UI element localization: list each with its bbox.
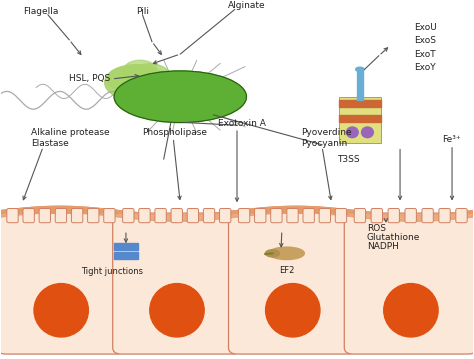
FancyBboxPatch shape xyxy=(255,209,266,223)
Text: Pili: Pili xyxy=(136,7,149,16)
FancyBboxPatch shape xyxy=(88,209,99,223)
FancyBboxPatch shape xyxy=(287,209,298,223)
FancyBboxPatch shape xyxy=(55,209,67,223)
FancyBboxPatch shape xyxy=(405,209,416,223)
Text: T3SS: T3SS xyxy=(337,154,359,163)
FancyBboxPatch shape xyxy=(271,209,282,223)
FancyBboxPatch shape xyxy=(344,213,474,354)
FancyBboxPatch shape xyxy=(388,209,400,223)
FancyBboxPatch shape xyxy=(0,213,125,354)
Text: Pyoverdine: Pyoverdine xyxy=(301,128,351,137)
Text: Pyocyanin: Pyocyanin xyxy=(301,139,347,148)
Text: Alginate: Alginate xyxy=(228,1,265,10)
Bar xyxy=(114,243,138,250)
Text: NADPH: NADPH xyxy=(367,242,399,251)
Ellipse shape xyxy=(124,60,156,80)
FancyBboxPatch shape xyxy=(171,209,182,223)
Ellipse shape xyxy=(269,247,304,260)
FancyBboxPatch shape xyxy=(456,209,467,223)
FancyBboxPatch shape xyxy=(23,209,34,223)
FancyBboxPatch shape xyxy=(371,209,383,223)
Text: Glutathione: Glutathione xyxy=(367,233,420,242)
Ellipse shape xyxy=(356,67,364,71)
Text: Flagella: Flagella xyxy=(23,7,59,16)
Ellipse shape xyxy=(150,284,204,337)
FancyBboxPatch shape xyxy=(219,209,231,223)
FancyBboxPatch shape xyxy=(187,209,199,223)
FancyBboxPatch shape xyxy=(238,209,250,223)
Text: Exotoxin A: Exotoxin A xyxy=(218,119,266,128)
Ellipse shape xyxy=(346,127,358,137)
FancyBboxPatch shape xyxy=(319,209,330,223)
FancyBboxPatch shape xyxy=(104,209,115,223)
FancyBboxPatch shape xyxy=(7,209,18,223)
FancyBboxPatch shape xyxy=(123,209,134,223)
Text: Fe³⁺: Fe³⁺ xyxy=(443,135,461,144)
Text: Alkaline protease: Alkaline protease xyxy=(31,128,110,137)
Ellipse shape xyxy=(128,64,171,90)
Ellipse shape xyxy=(265,250,280,257)
FancyBboxPatch shape xyxy=(335,209,346,223)
Bar xyxy=(338,97,381,143)
Ellipse shape xyxy=(384,284,438,337)
FancyBboxPatch shape xyxy=(113,213,241,354)
Ellipse shape xyxy=(107,67,145,90)
Bar xyxy=(356,70,363,100)
Ellipse shape xyxy=(362,127,374,137)
Text: HSL, PQS: HSL, PQS xyxy=(69,74,110,83)
FancyBboxPatch shape xyxy=(139,209,150,223)
FancyBboxPatch shape xyxy=(72,209,83,223)
FancyBboxPatch shape xyxy=(203,209,215,223)
Text: EF2: EF2 xyxy=(279,266,294,275)
Ellipse shape xyxy=(105,65,166,100)
Ellipse shape xyxy=(114,71,246,122)
FancyBboxPatch shape xyxy=(228,213,356,354)
Polygon shape xyxy=(0,206,474,221)
FancyBboxPatch shape xyxy=(439,209,450,223)
Polygon shape xyxy=(0,206,474,234)
Bar xyxy=(338,115,381,122)
Text: ExoY: ExoY xyxy=(414,64,436,73)
FancyBboxPatch shape xyxy=(354,209,365,223)
Text: ExoS: ExoS xyxy=(414,36,436,45)
Text: Tight junctions: Tight junctions xyxy=(81,267,143,276)
FancyBboxPatch shape xyxy=(155,209,166,223)
FancyBboxPatch shape xyxy=(422,209,433,223)
Ellipse shape xyxy=(34,284,88,337)
Bar xyxy=(338,100,381,107)
Text: Elastase: Elastase xyxy=(31,139,69,148)
Text: Phospholipase: Phospholipase xyxy=(143,128,208,137)
Text: ExoT: ExoT xyxy=(414,50,436,59)
Ellipse shape xyxy=(265,284,320,337)
Text: ExoU: ExoU xyxy=(414,23,437,32)
Text: ROS: ROS xyxy=(367,224,386,233)
FancyBboxPatch shape xyxy=(39,209,50,223)
Bar xyxy=(114,252,138,259)
FancyBboxPatch shape xyxy=(303,209,314,223)
